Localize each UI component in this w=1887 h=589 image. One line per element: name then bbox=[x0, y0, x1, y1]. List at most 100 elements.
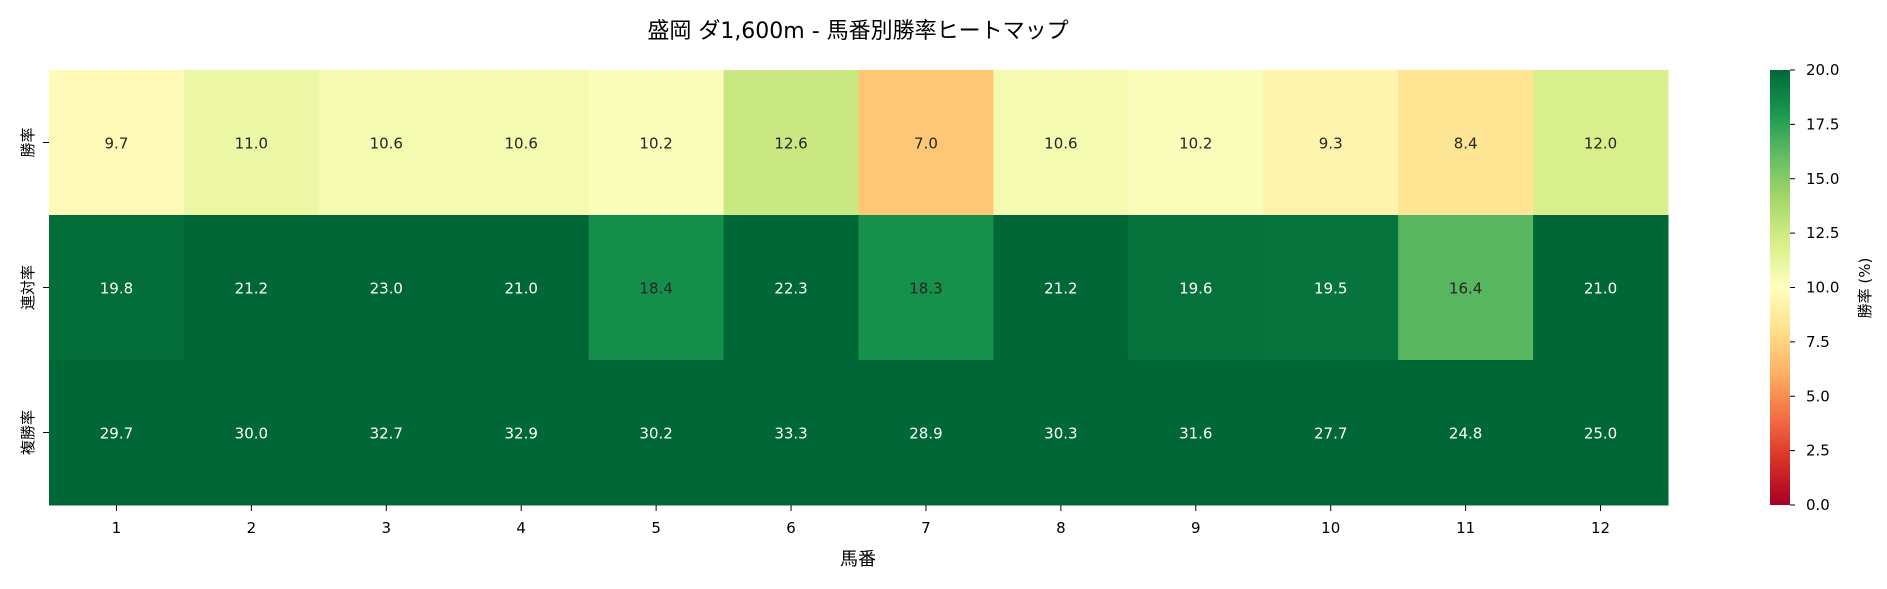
cell-annotation: 30.0 bbox=[235, 425, 268, 443]
colorbar-tick-label: 12.5 bbox=[1806, 224, 1839, 242]
heatmap-cell bbox=[1398, 70, 1534, 216]
x-tick-label: 10 bbox=[1321, 519, 1340, 537]
cell-annotation: 31.6 bbox=[1179, 425, 1212, 443]
colorbar-tick-label: 15.0 bbox=[1806, 170, 1839, 188]
x-axis-label: 馬番 bbox=[840, 549, 876, 570]
cell-annotation: 8.4 bbox=[1454, 135, 1478, 153]
x-tick-label: 9 bbox=[1191, 519, 1201, 537]
y-tick-label: 勝率 bbox=[19, 127, 37, 157]
cell-annotation: 27.7 bbox=[1314, 425, 1347, 443]
cell-annotation: 12.6 bbox=[774, 135, 807, 153]
cell-annotation: 30.2 bbox=[639, 425, 672, 443]
x-tick-label: 3 bbox=[382, 519, 392, 537]
heatmap-cell bbox=[318, 360, 455, 506]
heatmap-cell bbox=[1128, 360, 1264, 506]
heatmap-cell bbox=[318, 70, 455, 216]
heatmap-cell bbox=[858, 360, 994, 506]
x-tick-label: 12 bbox=[1591, 519, 1610, 537]
heatmap-cell bbox=[588, 360, 725, 506]
cell-annotation: 10.6 bbox=[1044, 135, 1077, 153]
x-tick-label: 6 bbox=[786, 519, 796, 537]
heatmap-cell bbox=[1263, 215, 1399, 361]
heatmap-cell bbox=[588, 215, 725, 361]
heatmap-cell bbox=[1128, 215, 1264, 361]
cell-annotation: 21.2 bbox=[235, 280, 268, 298]
heatmap-cell bbox=[453, 360, 590, 506]
heatmap-cell bbox=[993, 215, 1129, 361]
x-axis-ticks: 1 2 3 4 5 6 7 8 9 10 11 12 bbox=[112, 505, 1610, 537]
heatmap-cell bbox=[858, 70, 994, 216]
x-tick-label: 11 bbox=[1456, 519, 1475, 537]
cell-annotation: 30.3 bbox=[1044, 425, 1077, 443]
cell-annotation: 22.3 bbox=[774, 280, 807, 298]
cell-annotation: 19.5 bbox=[1314, 280, 1347, 298]
heatmap-cell bbox=[318, 215, 455, 361]
x-tick-label: 8 bbox=[1056, 519, 1066, 537]
heatmap-cell bbox=[723, 70, 859, 216]
heatmap-cell bbox=[1128, 70, 1264, 216]
cell-annotation: 9.7 bbox=[105, 135, 129, 153]
heatmap-cell bbox=[1263, 70, 1399, 216]
y-tick-label: 連対率 bbox=[19, 265, 37, 310]
heatmap-cell bbox=[1398, 215, 1534, 361]
cell-annotation: 12.0 bbox=[1584, 135, 1617, 153]
cell-annotation: 21.2 bbox=[1044, 280, 1077, 298]
heatmap-cell bbox=[1533, 360, 1669, 506]
heatmap-cell bbox=[183, 360, 320, 506]
cell-annotation: 33.3 bbox=[774, 425, 807, 443]
x-tick-label: 2 bbox=[247, 519, 257, 537]
heatmap-cell bbox=[49, 360, 185, 506]
cell-annotation: 7.0 bbox=[914, 135, 938, 153]
heatmap-cell bbox=[858, 215, 994, 361]
y-tick-label: 複勝率 bbox=[19, 410, 37, 455]
heatmap-cell bbox=[183, 70, 320, 216]
colorbar bbox=[1770, 70, 1790, 505]
x-tick-label: 5 bbox=[651, 519, 661, 537]
cell-annotation: 10.6 bbox=[505, 135, 538, 153]
x-tick-label: 1 bbox=[112, 519, 122, 537]
heatmap-cell bbox=[1263, 360, 1399, 506]
heatmap-cell bbox=[588, 70, 725, 216]
cell-annotation: 23.0 bbox=[370, 280, 403, 298]
heatmap-cell bbox=[1398, 360, 1534, 506]
colorbar-tick-label: 2.5 bbox=[1806, 442, 1830, 460]
x-tick-label: 4 bbox=[516, 519, 526, 537]
cell-annotation: 18.3 bbox=[909, 280, 942, 298]
colorbar-label: 勝率 (%) bbox=[1856, 258, 1874, 319]
heatmap-cell bbox=[49, 70, 185, 216]
cell-annotation: 25.0 bbox=[1584, 425, 1617, 443]
cell-annotation: 9.3 bbox=[1319, 135, 1343, 153]
colorbar-tick-label: 10.0 bbox=[1806, 279, 1839, 297]
cell-annotation: 10.2 bbox=[1179, 135, 1212, 153]
colorbar-tick-label: 7.5 bbox=[1806, 333, 1830, 351]
cell-annotation: 28.9 bbox=[909, 425, 942, 443]
x-tick-label: 7 bbox=[921, 519, 931, 537]
heatmap-cell bbox=[723, 215, 859, 361]
cell-annotation: 19.6 bbox=[1179, 280, 1212, 298]
heatmap-cell bbox=[993, 360, 1129, 506]
colorbar-tick-label: 17.5 bbox=[1806, 115, 1839, 133]
colorbar-tick-label: 0.0 bbox=[1806, 496, 1830, 514]
cell-annotation: 16.4 bbox=[1449, 280, 1482, 298]
heatmap-cell bbox=[1533, 215, 1669, 361]
cell-annotation: 21.0 bbox=[505, 280, 538, 298]
colorbar-tick-label: 20.0 bbox=[1806, 61, 1839, 79]
heatmap-cell bbox=[993, 70, 1129, 216]
heatmap-cell bbox=[183, 215, 320, 361]
heatmap-cell bbox=[453, 215, 590, 361]
colorbar-ticks: 0.0 2.5 5.0 7.5 10.0 12.5 15.0 17.5 20.0 bbox=[1790, 61, 1839, 514]
cell-annotation: 10.2 bbox=[639, 135, 672, 153]
colorbar-tick-label: 5.0 bbox=[1806, 387, 1830, 405]
cell-annotation: 18.4 bbox=[639, 280, 672, 298]
heatmap-cell bbox=[1533, 70, 1669, 216]
cell-annotation: 10.6 bbox=[370, 135, 403, 153]
cell-annotation: 32.9 bbox=[505, 425, 538, 443]
chart-title: 盛岡 ダ1,600m - 馬番別勝率ヒートマップ bbox=[647, 19, 1068, 44]
heatmap-cell bbox=[453, 70, 590, 216]
heatmap-cell bbox=[723, 360, 859, 506]
cell-annotation: 32.7 bbox=[370, 425, 403, 443]
cell-annotation: 11.0 bbox=[235, 135, 268, 153]
cell-annotation: 21.0 bbox=[1584, 280, 1617, 298]
